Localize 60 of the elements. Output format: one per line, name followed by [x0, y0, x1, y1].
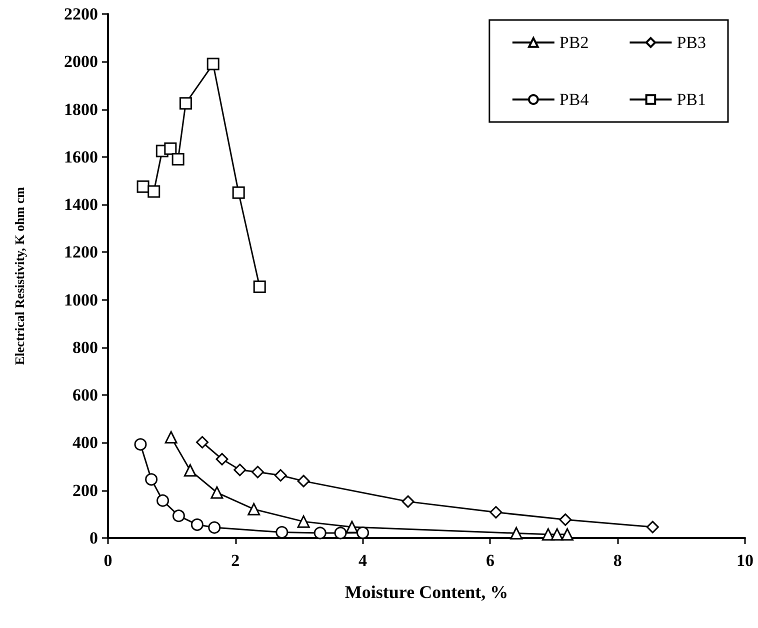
y-axis-title: Electrical Resistivity, K ohm cm	[12, 186, 27, 365]
point	[646, 520, 659, 534]
y-tick-label: 0	[90, 528, 98, 548]
point	[402, 495, 414, 508]
point	[276, 526, 288, 539]
point	[232, 186, 245, 199]
y-tick-label: 2200	[64, 4, 98, 24]
x-tick-label: 6	[486, 551, 494, 570]
y-tick-label: 200	[72, 480, 98, 500]
point	[253, 280, 266, 293]
point	[550, 528, 564, 541]
point	[490, 506, 502, 519]
x-tick-label: 2	[231, 551, 240, 570]
y-tick-label: 400	[72, 433, 98, 452]
point	[148, 185, 160, 198]
x-tick-label: 10	[736, 551, 754, 570]
point	[297, 474, 310, 488]
legend-label: PB1	[676, 90, 706, 109]
y-tick-label: 1800	[64, 100, 98, 119]
point	[172, 510, 185, 522]
point	[164, 431, 178, 444]
point	[559, 513, 572, 526]
y-tick-label: 600	[72, 386, 98, 405]
point	[210, 486, 224, 499]
y-tick-label: 1200	[64, 242, 98, 262]
point	[145, 473, 158, 486]
point	[561, 528, 574, 541]
point	[510, 526, 523, 540]
point	[196, 436, 209, 448]
point	[248, 502, 260, 516]
point	[156, 494, 170, 507]
point	[136, 180, 150, 193]
point	[216, 452, 228, 466]
point	[164, 142, 177, 155]
x-tick-label: 0	[104, 551, 112, 570]
point	[274, 469, 287, 482]
point	[208, 521, 221, 534]
point	[179, 97, 192, 110]
point	[190, 518, 204, 531]
point	[184, 464, 196, 477]
point	[251, 466, 264, 478]
point	[206, 58, 220, 70]
point	[172, 153, 184, 166]
y-tick-label: 2000	[64, 52, 98, 72]
point	[542, 528, 554, 541]
point	[314, 526, 326, 540]
x-tick-label: 8	[613, 551, 622, 570]
y-tick-label: 1000	[64, 290, 98, 310]
x-tick-label: 4	[358, 551, 368, 570]
y-tick-label: 1600	[64, 147, 98, 166]
point	[234, 464, 246, 476]
y-tick-label: 800	[72, 338, 98, 357]
y-tick-label: 1400	[64, 195, 98, 214]
legend-label: PB4	[559, 90, 590, 109]
legend-label: PB3	[676, 33, 706, 52]
point	[297, 515, 310, 528]
legend-label: PB2	[559, 33, 589, 52]
x-axis-title: Moisture Content, %	[344, 582, 508, 602]
point	[334, 526, 347, 540]
point	[134, 438, 147, 451]
